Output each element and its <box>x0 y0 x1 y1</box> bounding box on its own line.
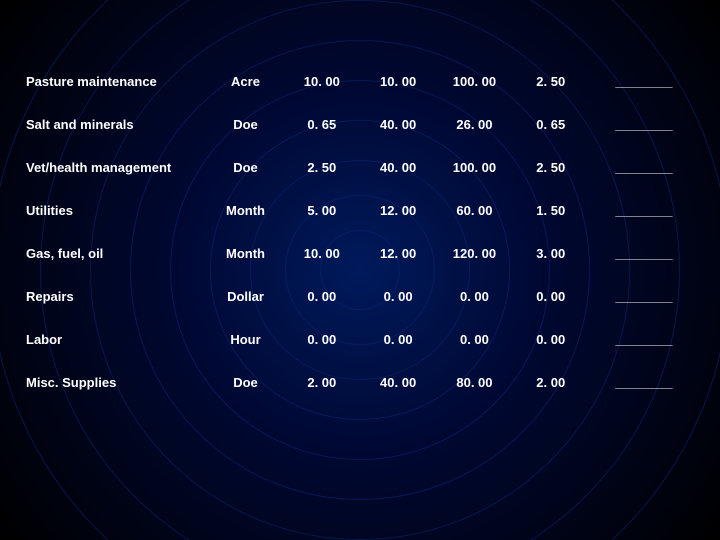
row-value-1: 2. 00 <box>284 361 360 404</box>
row-value-4: 1. 50 <box>513 189 589 232</box>
table-row: Vet/health managementDoe2. 5040. 00100. … <box>22 146 698 189</box>
row-value-3: 26. 00 <box>436 103 512 146</box>
table-row: Pasture maintenanceAcre10. 0010. 00100. … <box>22 60 698 103</box>
row-blank-field: _________ <box>589 318 698 361</box>
row-unit: Doe <box>207 361 283 404</box>
row-value-3: 80. 00 <box>436 361 512 404</box>
row-unit: Doe <box>207 103 283 146</box>
table-row: LaborHour0. 000. 000. 000. 00_________ <box>22 318 698 361</box>
row-value-1: 0. 00 <box>284 318 360 361</box>
row-value-4: 0. 00 <box>513 275 589 318</box>
row-value-2: 12. 00 <box>360 189 436 232</box>
row-blank-field: _________ <box>589 361 698 404</box>
row-unit: Hour <box>207 318 283 361</box>
row-value-2: 0. 00 <box>360 318 436 361</box>
table-row: Gas, fuel, oilMonth10. 0012. 00120. 003.… <box>22 232 698 275</box>
cost-table: Pasture maintenanceAcre10. 0010. 00100. … <box>22 60 698 404</box>
row-value-1: 0. 00 <box>284 275 360 318</box>
row-value-2: 0. 00 <box>360 275 436 318</box>
row-value-3: 100. 00 <box>436 146 512 189</box>
row-label: Vet/health management <box>22 146 207 189</box>
row-value-2: 10. 00 <box>360 60 436 103</box>
row-value-4: 2. 50 <box>513 146 589 189</box>
row-value-4: 2. 00 <box>513 361 589 404</box>
row-label: Gas, fuel, oil <box>22 232 207 275</box>
row-value-1: 5. 00 <box>284 189 360 232</box>
row-value-1: 10. 00 <box>284 232 360 275</box>
row-value-3: 60. 00 <box>436 189 512 232</box>
row-label: Pasture maintenance <box>22 60 207 103</box>
row-blank-field: _________ <box>589 146 698 189</box>
row-unit: Month <box>207 232 283 275</box>
row-label: Utilities <box>22 189 207 232</box>
row-value-4: 3. 00 <box>513 232 589 275</box>
row-value-4: 0. 65 <box>513 103 589 146</box>
table-row: RepairsDollar0. 000. 000. 000. 00_______… <box>22 275 698 318</box>
row-value-4: 2. 50 <box>513 60 589 103</box>
table-row: Misc. SuppliesDoe2. 0040. 0080. 002. 00_… <box>22 361 698 404</box>
row-value-1: 2. 50 <box>284 146 360 189</box>
row-blank-field: _________ <box>589 60 698 103</box>
row-blank-field: _________ <box>589 232 698 275</box>
row-blank-field: _________ <box>589 275 698 318</box>
row-value-2: 40. 00 <box>360 361 436 404</box>
table-row: Salt and mineralsDoe0. 6540. 0026. 000. … <box>22 103 698 146</box>
cost-table-container: Pasture maintenanceAcre10. 0010. 00100. … <box>0 0 720 540</box>
row-unit: Dollar <box>207 275 283 318</box>
row-label: Labor <box>22 318 207 361</box>
row-unit: Acre <box>207 60 283 103</box>
row-label: Repairs <box>22 275 207 318</box>
row-value-2: 40. 00 <box>360 146 436 189</box>
row-unit: Month <box>207 189 283 232</box>
row-unit: Doe <box>207 146 283 189</box>
row-blank-field: _________ <box>589 189 698 232</box>
row-value-3: 120. 00 <box>436 232 512 275</box>
row-value-2: 12. 00 <box>360 232 436 275</box>
row-value-3: 100. 00 <box>436 60 512 103</box>
row-blank-field: _________ <box>589 103 698 146</box>
row-value-3: 0. 00 <box>436 318 512 361</box>
row-value-4: 0. 00 <box>513 318 589 361</box>
row-value-1: 10. 00 <box>284 60 360 103</box>
row-label: Misc. Supplies <box>22 361 207 404</box>
row-value-1: 0. 65 <box>284 103 360 146</box>
row-label: Salt and minerals <box>22 103 207 146</box>
row-value-3: 0. 00 <box>436 275 512 318</box>
table-row: UtilitiesMonth5. 0012. 0060. 001. 50____… <box>22 189 698 232</box>
row-value-2: 40. 00 <box>360 103 436 146</box>
